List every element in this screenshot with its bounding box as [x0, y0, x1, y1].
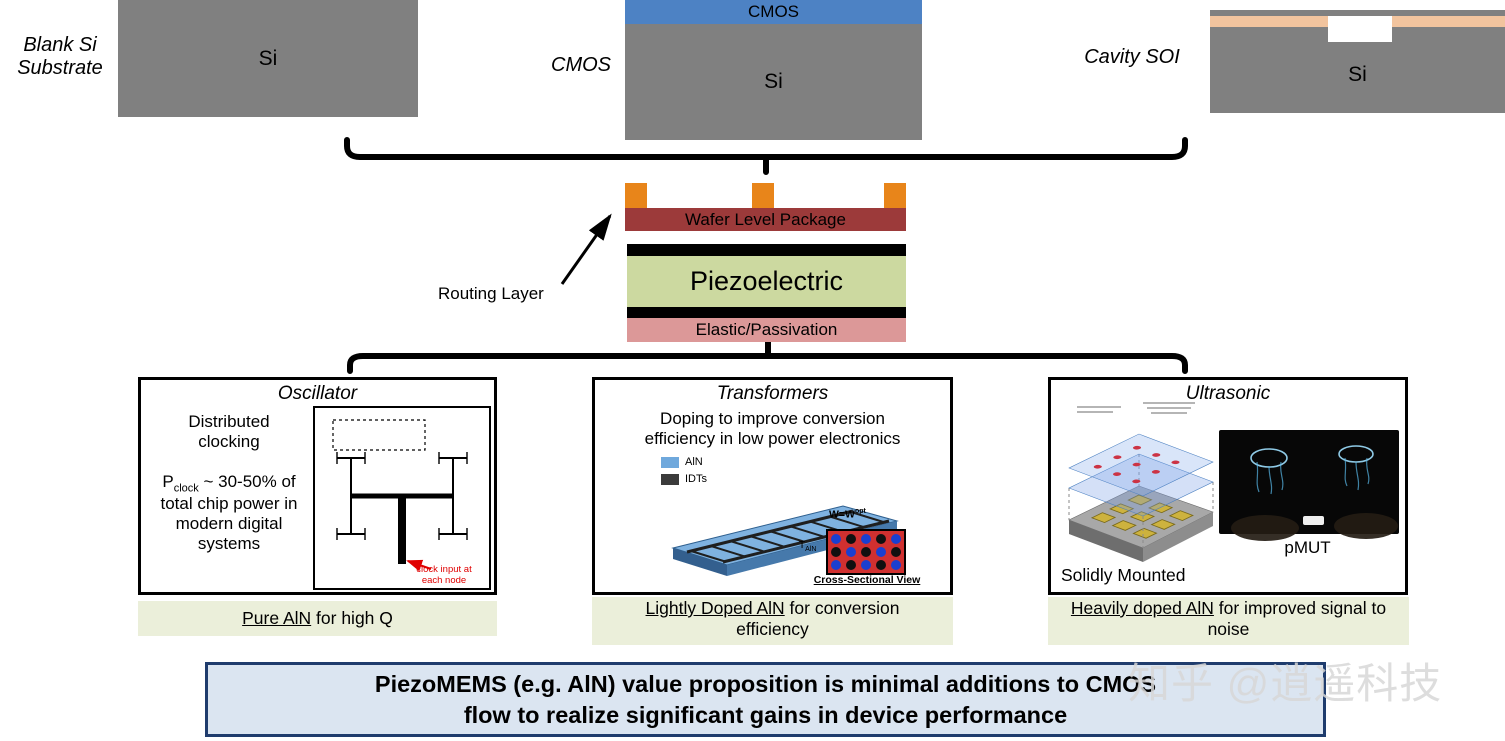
cmos-substrate-label: CMOS	[551, 54, 611, 76]
clock-input-note: clock input at each node	[416, 564, 472, 587]
width-label-prefix: W=W	[829, 508, 855, 521]
transformer-legend: AlN IDTs	[661, 456, 707, 485]
aln-legend-label: AlN	[685, 456, 703, 468]
elastic-passivation-label: Elastic/Passivation	[695, 320, 838, 339]
routing-bump-left	[625, 183, 647, 209]
width-label-sup: opt	[854, 508, 866, 515]
cmos-si-body: Si	[625, 24, 922, 140]
cavity-soi-label: Cavity SOI	[1084, 46, 1180, 68]
oscillator-pclock-text: Pclock ~ 30-50% of total chip power in m…	[145, 472, 313, 554]
cross-sectional-view-label: Cross-Sectional View	[813, 574, 921, 586]
piezoelectric-layer: Piezoelectric	[627, 256, 906, 307]
ultrasonic-caption-rest: for improved signal to noise	[1207, 598, 1387, 639]
routing-layer-label: Routing Layer	[438, 284, 544, 303]
transformer-device-drawing	[671, 505, 906, 576]
transformers-title: Transformers	[716, 383, 829, 404]
cavity-void	[1328, 16, 1392, 42]
cavity-soi-block: Si	[1210, 10, 1505, 113]
transformers-caption-underline: Lightly Doped AlN	[645, 598, 785, 618]
pclock-subscript: clock	[173, 482, 199, 495]
pclock-rest: ~ 30-50% of total chip power in modern d…	[160, 472, 298, 554]
clock-tree-drawing	[332, 419, 468, 572]
thickness-label-prefix: T	[799, 540, 806, 551]
thickness-label-sub: AlN	[805, 546, 817, 553]
blank-si-substrate-label: Blank Si Substrate	[17, 34, 103, 79]
electrode-bar-top	[627, 244, 906, 256]
electrode-bar-bottom	[627, 307, 906, 318]
pclock-prefix: P	[162, 472, 174, 491]
legend-row-aln: AlN	[661, 456, 707, 468]
aln-swatch	[661, 456, 679, 468]
ultrasonic-caption: Heavily doped AlN for improved signal to…	[1048, 597, 1409, 645]
pmut-label: pMUT	[1284, 538, 1331, 557]
oscillator-caption-underline: Pure AlN	[242, 608, 312, 628]
oscillator-caption: Pure AlN for high Q	[138, 601, 497, 636]
top-brace	[344, 137, 1188, 175]
oscillator-distributed-clocking: Distributed clocking	[188, 412, 270, 451]
cavity-si-material-label: Si	[1348, 63, 1367, 86]
routing-bump-center	[752, 183, 774, 209]
wafer-level-package-bar: Wafer Level Package	[625, 208, 906, 231]
cmos-si-material-label: Si	[764, 70, 783, 93]
blank-si-substrate-block: Si	[118, 0, 418, 117]
ultrasonic-title: Ultrasonic	[1185, 383, 1271, 404]
blank-si-material-label: Si	[258, 46, 278, 70]
idts-legend-label: IDTs	[685, 473, 707, 485]
bottom-brace	[347, 339, 1188, 374]
wafer-level-package-label: Wafer Level Package	[685, 209, 846, 229]
transformers-box: Transformers Doping to improve conversio…	[592, 377, 953, 595]
routing-bump-right	[884, 183, 906, 209]
routing-layer-arrow	[560, 213, 612, 285]
zhihu-watermark: 知乎 @逍遥科技	[1128, 660, 1443, 707]
pmut-drawings	[1068, 402, 1399, 562]
oscillator-title: Oscillator	[277, 383, 358, 404]
oscillator-box: Oscillator Distributed clocking Pclock ~…	[138, 377, 497, 595]
transformers-caption: Lightly Doped AlN for conversion efficie…	[592, 597, 953, 645]
transformers-caption-rest: for conversion efficiency	[736, 598, 900, 639]
value-proposition-box: PiezoMEMS (e.g. AlN) value proposition i…	[205, 662, 1326, 737]
thickness-label: TAlN	[799, 540, 816, 553]
elastic-passivation-layer: Elastic/Passivation	[627, 318, 906, 342]
clock-tree-inset: clock input at each node	[313, 406, 491, 590]
ultrasonic-box: Ultrasonic	[1048, 377, 1408, 595]
cavity-si-body: Si	[1210, 40, 1505, 110]
width-label: W=Wopt	[829, 508, 866, 521]
ultrasonic-caption-underline: Heavily doped AlN	[1070, 598, 1214, 618]
idts-swatch	[661, 473, 679, 485]
value-proposition-text: PiezoMEMS (e.g. AlN) value proposition i…	[374, 671, 1157, 728]
legend-row-idts: IDTs	[661, 473, 707, 485]
cmos-top-layer: CMOS	[625, 0, 922, 24]
piezoelectric-label: Piezoelectric	[689, 266, 844, 296]
cmos-top-layer-label: CMOS	[748, 2, 799, 21]
cmos-substrate-block: CMOS Si	[625, 0, 922, 140]
solidly-mounted-label: Solidly Mounted	[1061, 565, 1186, 585]
oscillator-caption-rest: for high Q	[311, 608, 393, 628]
transformers-description: Doping to improve conversion efficiency …	[644, 409, 901, 448]
